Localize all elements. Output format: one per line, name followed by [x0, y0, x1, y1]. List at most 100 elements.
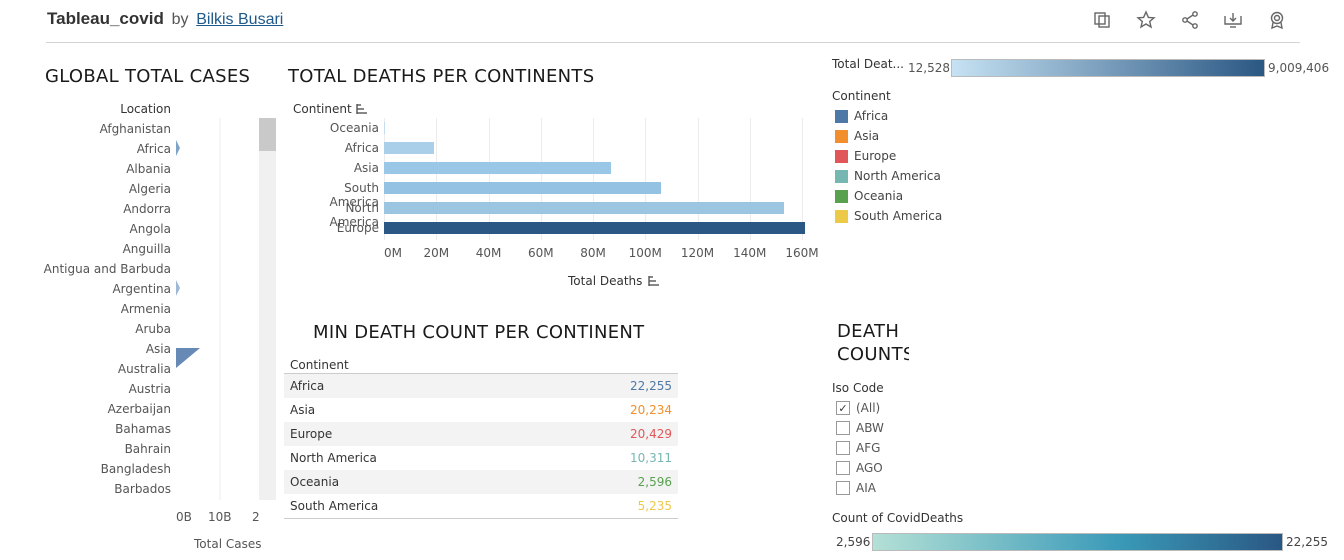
table-row[interactable]: North America 10,311 — [284, 446, 678, 470]
deaths-bar[interactable] — [384, 142, 434, 154]
location-label[interactable]: Armenia — [120, 302, 171, 316]
deaths-x-axis-title[interactable]: Total Deaths — [568, 274, 660, 288]
continent-legend-item[interactable]: Africa — [835, 108, 888, 124]
continent-legend-item[interactable]: South America — [835, 208, 942, 224]
deaths-x-label: Total Deaths — [568, 274, 643, 288]
deaths-category-label[interactable]: Africa — [344, 141, 379, 155]
deaths-category-label[interactable]: North America — [329, 201, 380, 229]
location-label[interactable]: Australia — [117, 362, 171, 376]
location-label[interactable]: Antigua and Barbuda — [43, 262, 171, 276]
death-counts-title: DEATH COUNTS — [837, 321, 909, 365]
location-label[interactable]: Bangladesh — [100, 462, 171, 476]
table-row[interactable]: South America 5,235 — [284, 494, 678, 518]
author-link[interactable]: Bilkis Busari — [196, 11, 284, 28]
deaths-bar[interactable] — [384, 202, 784, 214]
continent-legend-item[interactable]: Oceania — [835, 188, 903, 204]
cases-x-label: Total Cases — [194, 537, 262, 551]
cases-mark-argentina[interactable] — [176, 280, 180, 296]
min-death-continent: Oceania — [290, 475, 340, 489]
continent-legend-item[interactable]: Europe — [835, 148, 896, 164]
deaths-category-label[interactable]: Europe — [336, 221, 379, 235]
location-label[interactable]: Africa — [136, 142, 171, 156]
table-row[interactable]: Asia 20,234 — [284, 398, 678, 422]
cases-mark-africa[interactable] — [176, 140, 180, 156]
min-death-value: 5,235 — [637, 499, 672, 513]
deaths-x-tick: 0M — [384, 246, 402, 260]
continent-legend-item[interactable]: Asia — [835, 128, 879, 144]
deaths-category-label[interactable]: Asia — [353, 161, 379, 175]
iso-code-option[interactable]: AGO — [836, 460, 883, 476]
location-label[interactable]: Aruba — [135, 322, 171, 336]
min-death-value: 20,429 — [630, 427, 672, 441]
deaths-bar[interactable] — [384, 182, 661, 194]
share-icon[interactable] — [1179, 9, 1201, 31]
iso-code-label: AGO — [856, 461, 883, 475]
checkbox-checked[interactable]: ✓ — [836, 401, 850, 415]
count-legend-title: Count of CovidDeaths — [832, 511, 964, 525]
deaths-category-label[interactable]: South America — [329, 181, 380, 209]
location-label[interactable]: Bahamas — [115, 422, 171, 436]
duplicate-icon[interactable] — [1091, 9, 1113, 31]
deaths-legend-title[interactable]: Total Deat... — [832, 57, 904, 71]
deaths-x-tick: 120M — [680, 246, 715, 260]
location-label[interactable]: Albania — [126, 162, 171, 176]
location-label[interactable]: Angola — [129, 222, 171, 236]
x-sort-icon[interactable] — [648, 276, 660, 286]
iso-code-option[interactable]: ✓ (All) — [836, 400, 880, 416]
death-counts-title-line2: COUNTS — [837, 344, 909, 365]
legend-swatch — [835, 169, 848, 183]
min-death-title: MIN DEATH COUNT PER CONTINENT — [313, 322, 645, 343]
deaths-gridline — [749, 118, 751, 240]
deaths-gridline — [436, 118, 438, 240]
location-label[interactable]: Asia — [145, 342, 171, 356]
table-row[interactable]: Europe 20,429 — [284, 422, 678, 446]
download-icon[interactable] — [1222, 9, 1244, 31]
cases-tick-10b: 10B — [208, 510, 232, 524]
legend-label: North America — [854, 169, 941, 183]
cases-scrollbar[interactable] — [259, 118, 276, 500]
deaths-bar[interactable] — [384, 222, 805, 234]
legend-swatch — [835, 109, 848, 123]
deaths-x-tick: 140M — [733, 246, 767, 260]
checkbox[interactable] — [836, 421, 850, 435]
cases-mark-asia[interactable] — [176, 348, 200, 368]
deaths-bar[interactable] — [384, 122, 385, 134]
cases-plot-svg — [176, 118, 221, 500]
by-text: by — [171, 11, 189, 28]
location-label[interactable]: Algeria — [128, 182, 171, 196]
continent-row-header[interactable]: Continent — [293, 102, 368, 116]
location-label[interactable]: Andorra — [123, 202, 171, 216]
iso-code-option[interactable]: AIA — [836, 480, 876, 496]
table-row[interactable]: Oceania 2,596 — [284, 470, 678, 494]
continent-legend-item[interactable]: North America — [835, 168, 941, 184]
location-header[interactable]: Location — [120, 102, 171, 116]
legend-swatch — [835, 189, 848, 203]
deaths-legend-min: 12,528 — [908, 61, 950, 75]
legend-label: South America — [854, 209, 943, 223]
min-death-column-header[interactable]: Continent — [284, 356, 678, 374]
checkbox[interactable] — [836, 441, 850, 455]
deaths-bar[interactable] — [384, 162, 612, 174]
deaths-category-label[interactable]: Oceania — [329, 121, 379, 135]
location-label[interactable]: Anguilla — [122, 242, 171, 256]
table-row[interactable]: Africa 22,255 — [284, 374, 678, 398]
death-counts-title-line1: DEATH — [837, 321, 900, 342]
badge-icon[interactable] — [1266, 9, 1288, 31]
location-label[interactable]: Bahrain — [124, 442, 171, 456]
location-label[interactable]: Argentina — [112, 282, 171, 296]
iso-code-option[interactable]: AFG — [836, 440, 880, 456]
sort-icon[interactable] — [355, 104, 368, 114]
cases-scrollbar-thumb[interactable] — [259, 118, 276, 151]
location-label[interactable]: Afghanistan — [99, 122, 171, 136]
checkbox[interactable] — [836, 481, 850, 495]
min-death-value: 20,234 — [630, 403, 672, 417]
cases-plot-area[interactable] — [176, 118, 260, 500]
checkbox[interactable] — [836, 461, 850, 475]
location-label[interactable]: Austria — [128, 382, 171, 396]
location-label[interactable]: Barbados — [114, 482, 171, 496]
cases-tick-0b: 0B — [176, 510, 192, 524]
star-icon[interactable] — [1135, 9, 1157, 31]
cases-tick-20b: 2 — [252, 510, 260, 524]
location-label[interactable]: Azerbaijan — [107, 402, 171, 416]
iso-code-option[interactable]: ABW — [836, 420, 884, 436]
